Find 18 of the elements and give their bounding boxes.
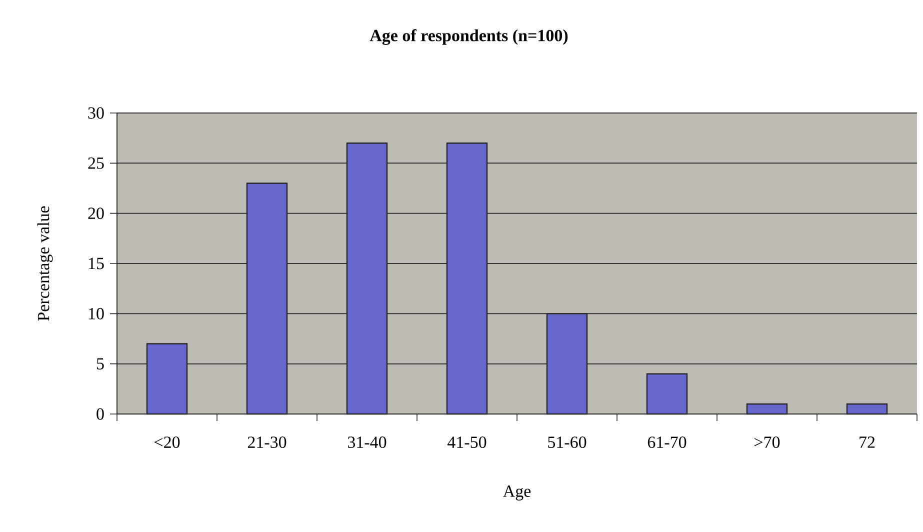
x-tick-label: >70 [754,436,780,448]
x-tick-label: 41-50 [448,436,486,448]
y-tick-label: 25 [88,157,104,169]
chart-title: Age of respondents (n=100) [370,29,568,45]
x-tick-label: <20 [154,436,180,448]
x-tick-label: 72 [860,436,875,448]
y-tick-label: 30 [88,107,104,119]
y-tick-label: 20 [88,208,104,220]
x-tick-label: 31-40 [348,436,386,448]
y-tick-label: 10 [88,308,104,320]
x-axis-title: Age [503,486,531,500]
x-tick-label: 61-70 [648,436,686,448]
y-tick-label: 5 [96,358,104,370]
y-axis-title: Percentage value [37,206,53,321]
y-tick-label: 15 [88,258,104,270]
x-tick-label: 51-60 [548,436,586,448]
x-tick-label: 21-30 [248,436,286,448]
y-tick-label: 0 [96,408,104,420]
